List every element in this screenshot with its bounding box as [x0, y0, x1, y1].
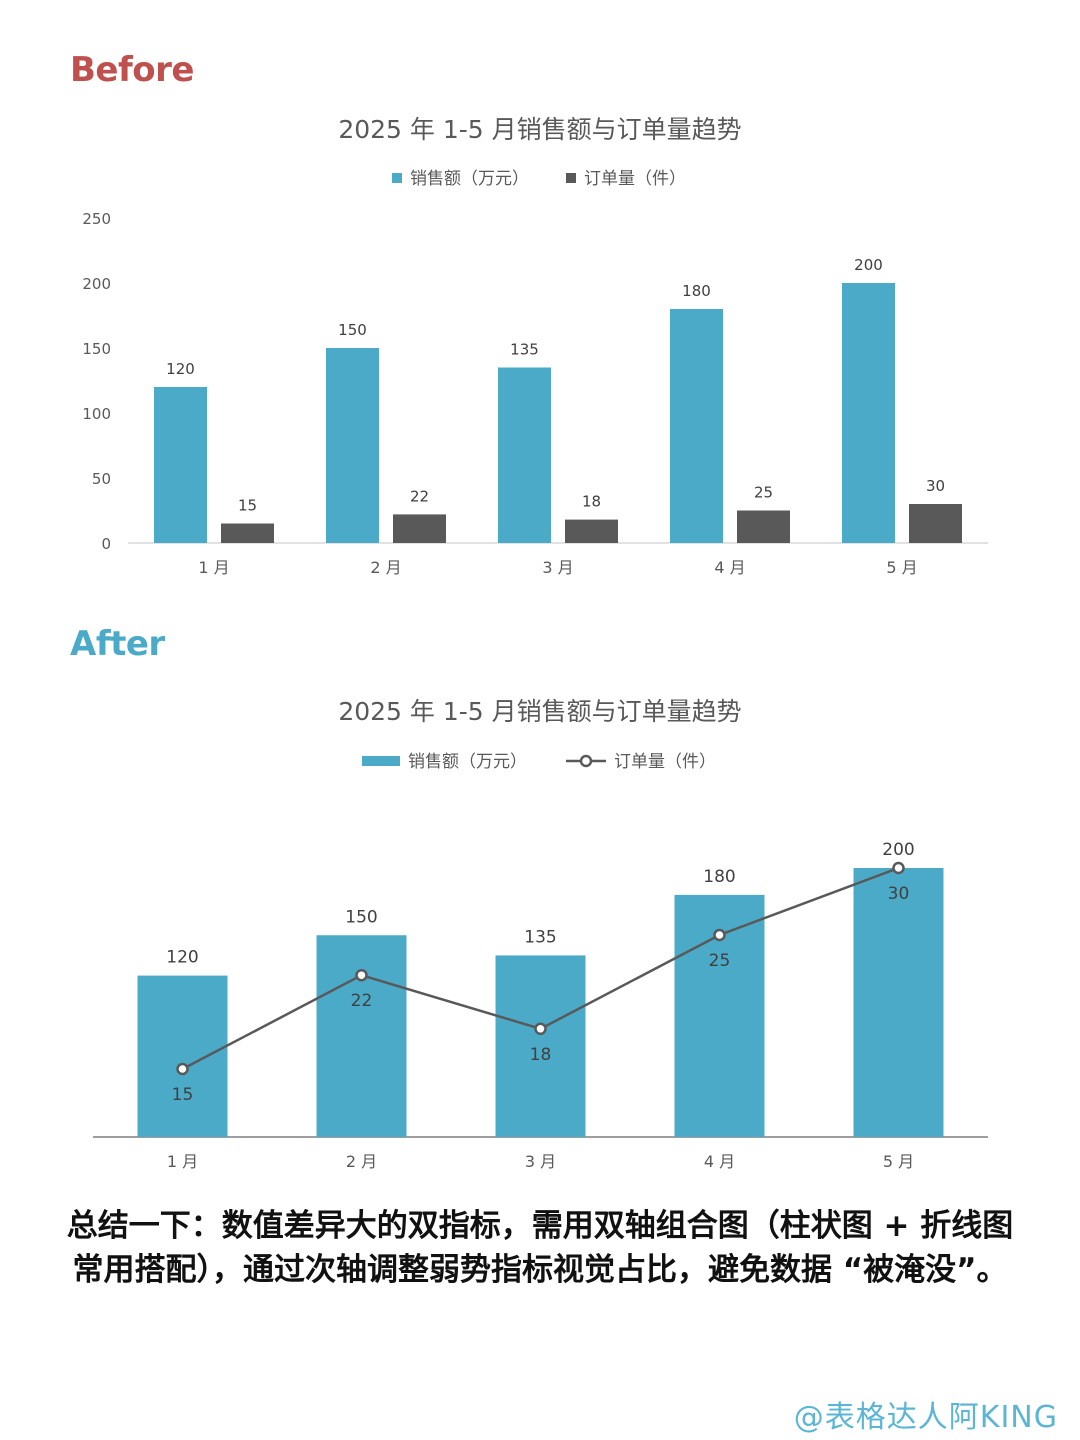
bar-orders: [909, 504, 962, 543]
x-tick-label: 1 月: [167, 1152, 198, 1171]
data-label-orders: 25: [709, 951, 731, 971]
legend-swatch-2: [566, 173, 576, 183]
bar-sales: [495, 955, 586, 1137]
chart-title: 2025 年 1-5 月销售额与订单量趋势: [338, 115, 741, 144]
bar-sales: [498, 367, 551, 543]
data-label-orders: 30: [888, 884, 910, 904]
bar-orders: [737, 510, 790, 543]
y-tick-label: 200: [82, 275, 111, 293]
bar-sales: [853, 868, 944, 1137]
y-tick-label: 150: [82, 340, 111, 358]
bar-sales: [670, 309, 723, 543]
bar-sales: [154, 387, 207, 543]
legend-label-1: 销售额（万元）: [408, 752, 527, 772]
summary-text: 总结一下：数值差异大的双指标，需用双轴组合图（柱状图 + 折线图常用搭配），通过…: [66, 1208, 1014, 1288]
chart-title: 2025 年 1-5 月销售额与订单量趋势: [338, 697, 741, 726]
x-tick-label: 5 月: [883, 1152, 914, 1171]
data-label: 22: [410, 487, 429, 505]
legend-label-2: 订单量（件）: [584, 169, 686, 189]
bar-sales: [137, 975, 228, 1137]
data-label: 18: [582, 493, 601, 511]
bar-orders: [565, 519, 618, 543]
data-label-sales: 120: [166, 948, 198, 968]
x-tick-label: 4 月: [704, 1152, 735, 1171]
x-tick-label: 4 月: [714, 558, 745, 577]
orders-marker: [176, 1062, 189, 1076]
data-label-sales: 135: [524, 927, 556, 947]
data-label: 150: [338, 321, 367, 339]
legend-label-1: 销售额（万元）: [410, 169, 529, 189]
bar-sales: [316, 935, 407, 1137]
y-tick-label: 50: [92, 470, 111, 488]
after-label: After: [70, 624, 165, 664]
orders-marker: [355, 968, 368, 982]
data-label: 180: [682, 282, 711, 300]
data-label-sales: 150: [345, 907, 377, 927]
data-label: 120: [166, 360, 195, 378]
data-label: 135: [510, 341, 539, 359]
legend-swatch-1: [362, 756, 400, 766]
data-label-orders: 18: [530, 1045, 552, 1065]
legend-label-2: 订单量（件）: [614, 752, 716, 772]
bar-orders: [221, 523, 274, 543]
data-label-sales: 200: [882, 840, 914, 860]
x-tick-label: 3 月: [525, 1152, 556, 1171]
data-label-sales: 180: [703, 867, 735, 887]
data-label: 200: [854, 256, 883, 274]
x-tick-label: 3 月: [542, 558, 573, 577]
y-tick-label: 100: [82, 405, 111, 423]
data-label-orders: 15: [172, 1085, 194, 1105]
x-tick-label: 5 月: [886, 558, 917, 577]
y-tick-label: 250: [82, 210, 111, 228]
watermark: @表格达人阿KING: [793, 1400, 1058, 1435]
x-tick-label: 2 月: [370, 558, 401, 577]
orders-marker: [534, 1022, 547, 1036]
orders-marker: [713, 928, 726, 942]
before-label: Before: [70, 50, 194, 90]
legend-swatch-1: [392, 173, 402, 183]
data-label: 30: [926, 477, 945, 495]
data-label-orders: 22: [351, 991, 373, 1011]
y-tick-label: 0: [101, 535, 111, 553]
bar-sales: [326, 348, 379, 543]
bar-orders: [393, 514, 446, 543]
data-label: 25: [754, 484, 773, 502]
x-tick-label: 1 月: [198, 558, 229, 577]
legend-marker-2: [579, 754, 593, 768]
x-tick-label: 2 月: [346, 1152, 377, 1171]
data-label: 15: [238, 497, 257, 515]
bar-sales: [842, 283, 895, 543]
orders-marker: [892, 861, 905, 875]
